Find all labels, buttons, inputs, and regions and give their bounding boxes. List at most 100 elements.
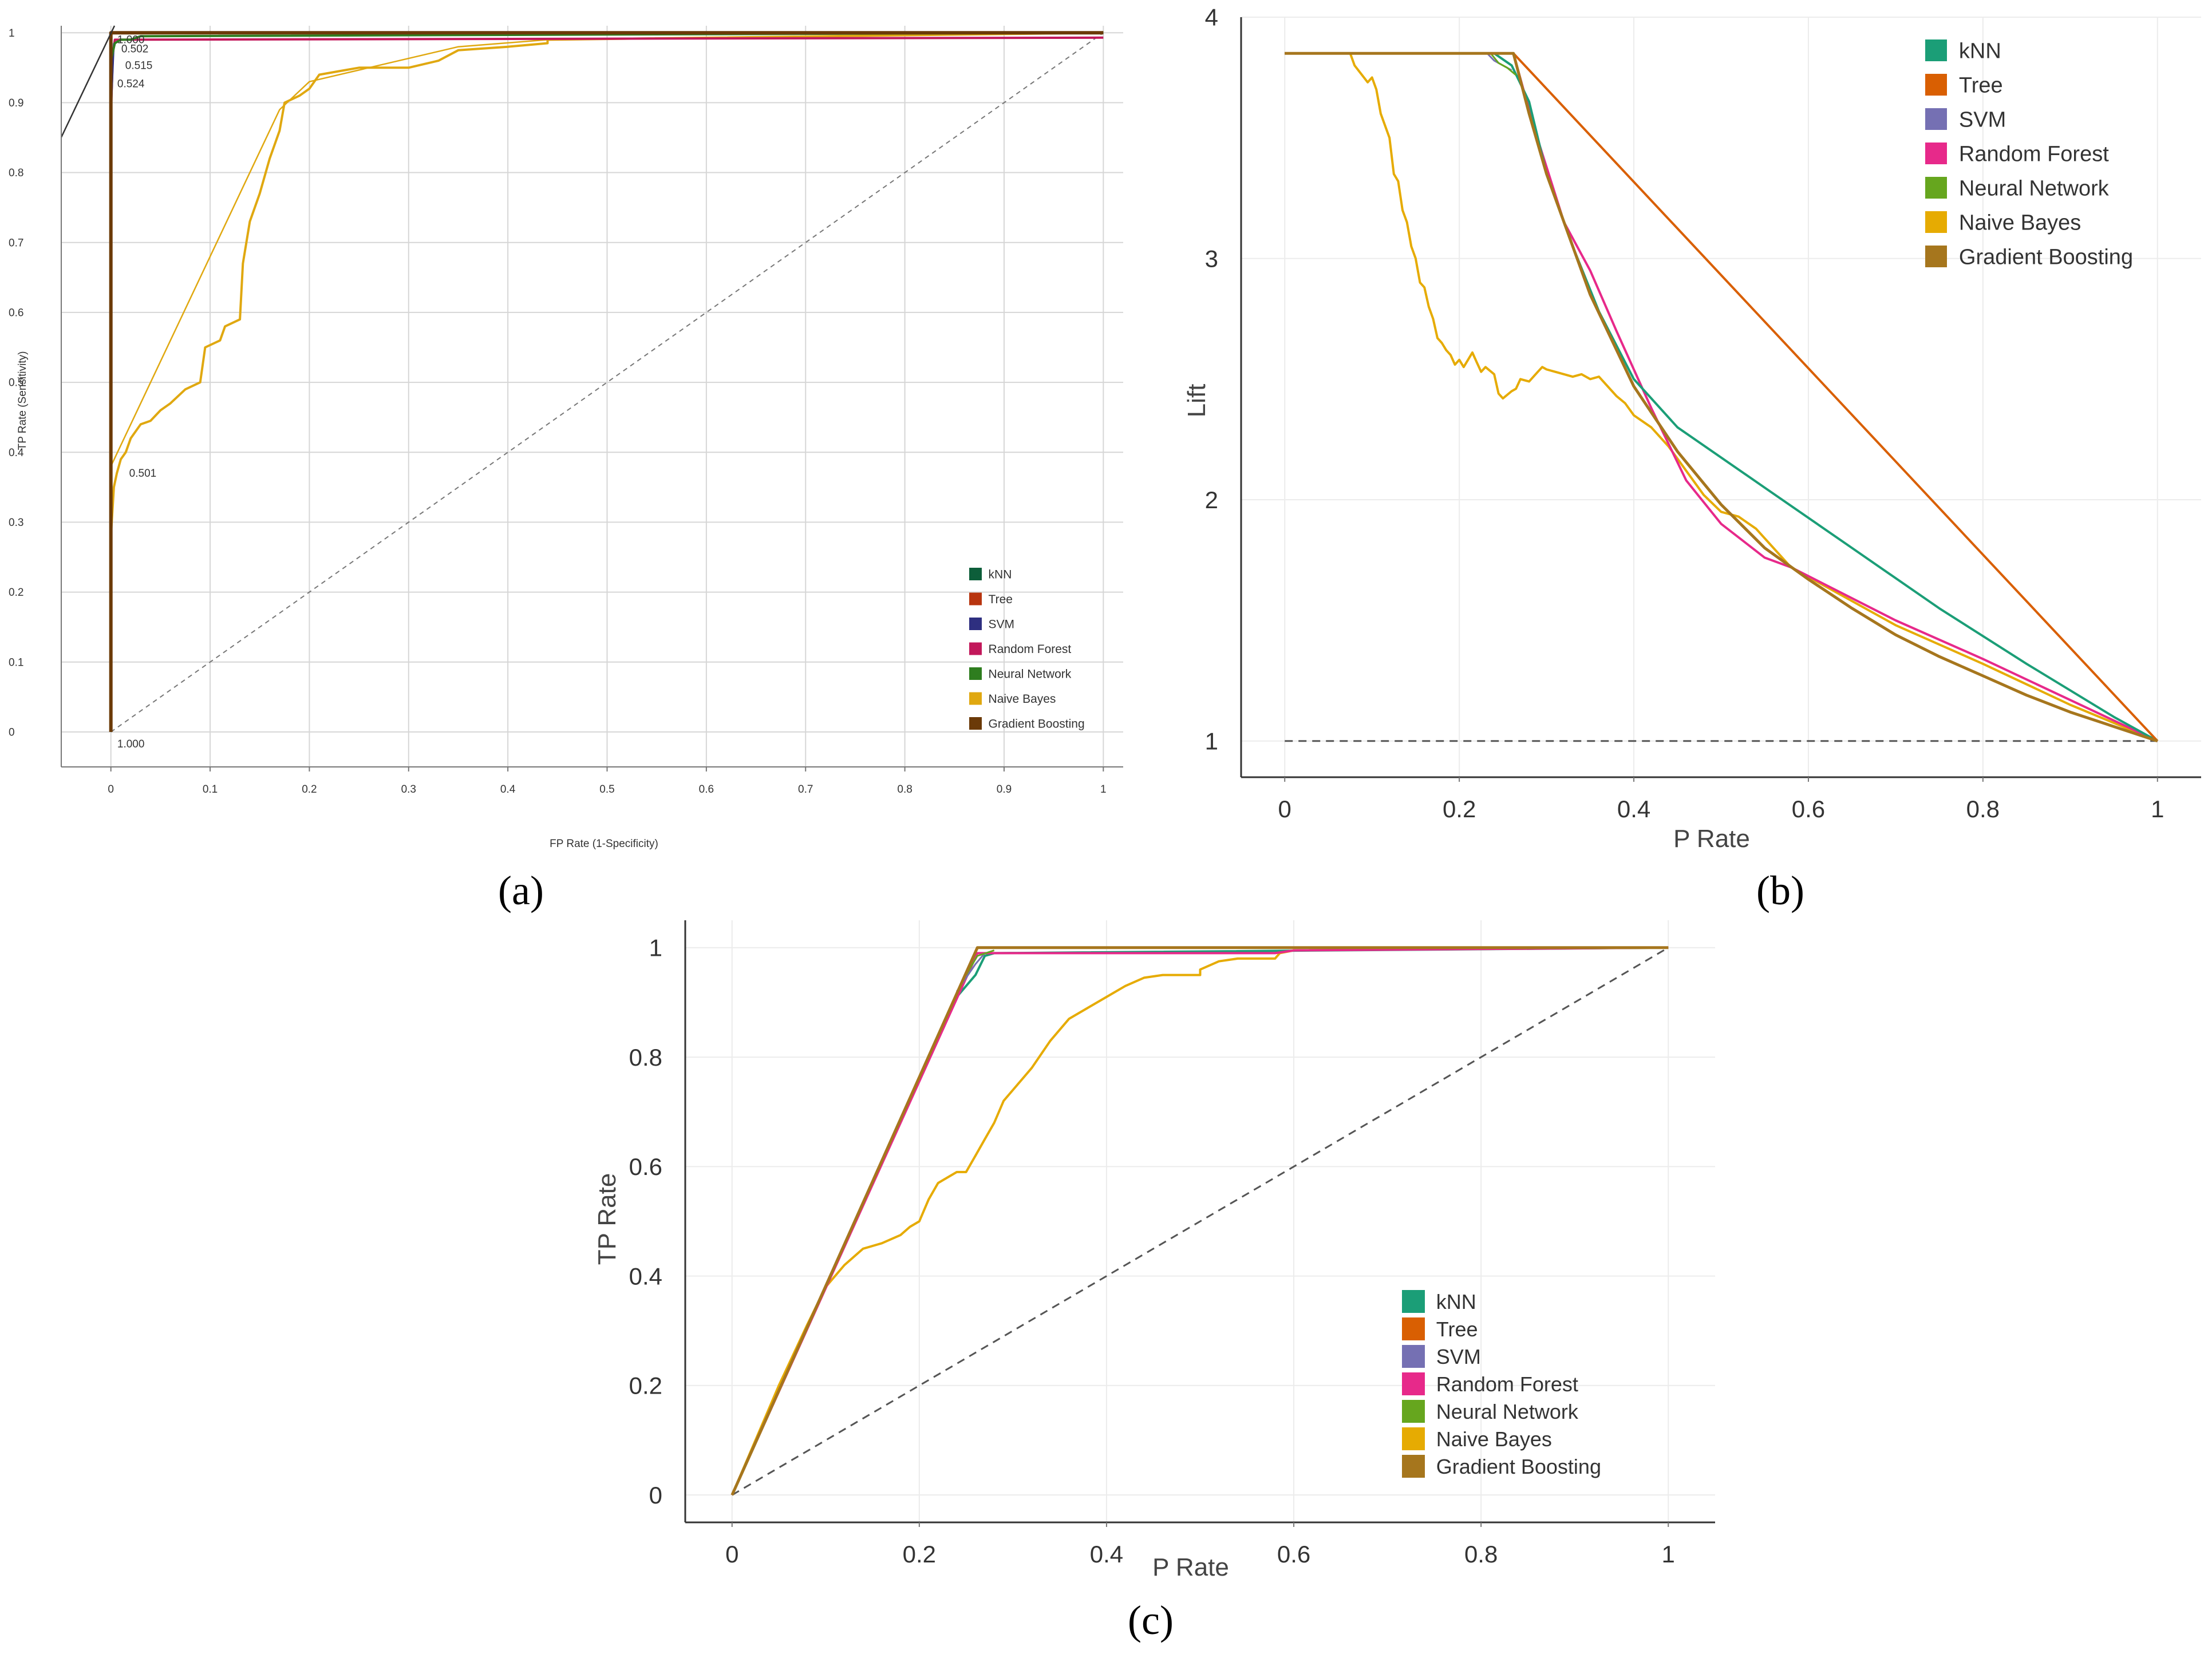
x-tick-label: 0.4 <box>1090 1541 1123 1568</box>
legend-swatch <box>969 568 982 580</box>
x-tick-label: 0.8 <box>897 784 912 796</box>
y-tick-label: 1 <box>649 935 662 961</box>
legend-swatch <box>1925 39 1947 61</box>
y-tick-label: 2 <box>1205 486 1218 513</box>
threshold-annotation: 0.515 <box>125 60 153 72</box>
panel-c-legend: kNN Tree SVM Random Forest Neural Network Nai… <box>1402 1290 1601 1478</box>
series-gradient-boosting <box>730 946 1669 1496</box>
legend-entry: Naive Bayes <box>1436 1427 1552 1451</box>
x-tick-label: 1 <box>1662 1541 1675 1568</box>
legend-swatch <box>1402 1427 1425 1450</box>
series-neural-network <box>1490 53 1517 76</box>
x-tick-label: 0 <box>108 784 114 796</box>
x-tick-label: 0 <box>1278 796 1291 822</box>
legend-swatch <box>969 618 982 630</box>
y-tick-label: 0.2 <box>9 587 23 599</box>
x-tick-label: 0.1 <box>203 784 218 796</box>
legend-swatch <box>1925 177 1947 199</box>
legend-entry: Neural Network <box>1959 177 2110 201</box>
panel-c-label: (c) <box>1128 1597 1174 1643</box>
legend-swatch <box>1402 1372 1425 1395</box>
y-tick-label: 0.7 <box>9 237 23 249</box>
x-tick-label: 0.6 <box>1792 796 1825 822</box>
y-tick-label: 3 <box>1205 245 1218 272</box>
x-tick-label: 0.9 <box>997 784 1012 796</box>
panel-b-ticks: 0 0.2 0.4 0.6 0.8 1 1 2 3 4 <box>1205 4 2164 822</box>
panel-b-y-label: Lift <box>1183 384 1211 418</box>
y-tick-label: 0.5 <box>9 377 23 389</box>
y-tick-label: 0 <box>9 727 15 739</box>
legend-swatch <box>969 642 982 655</box>
threshold-annotation: 1.000 <box>117 34 145 46</box>
panel-b-x-label: P Rate <box>1673 825 1750 853</box>
legend-swatch <box>1925 74 1947 96</box>
panel-c-series <box>730 946 1669 1496</box>
panel-b-lift-curve: 0 0.2 0.4 0.6 0.8 1 1 2 3 4 P Rate Lift kNN Tree SV… <box>1183 4 2201 913</box>
panel-c-y-label: TP Rate <box>593 1173 621 1265</box>
series-naive-bayes <box>109 31 1104 732</box>
series-random-forest <box>730 946 1669 1496</box>
x-tick-label: 0.3 <box>401 784 416 796</box>
x-tick-label: 1 <box>2151 796 2164 822</box>
x-tick-label: 0.2 <box>1443 796 1476 822</box>
legend-swatch <box>969 692 982 705</box>
series-neural-network <box>965 949 995 976</box>
panel-a-plot-area <box>61 26 1123 767</box>
x-tick-label: 0.4 <box>1617 796 1650 822</box>
legend-swatch <box>1925 143 1947 164</box>
iso-performance-line <box>60 25 116 138</box>
panel-b-legend: kNN Tree SVM Random Forest Neural Network Nai… <box>1925 39 2133 270</box>
legend-entry: Tree <box>1959 74 2003 98</box>
panel-c-diagonal <box>732 947 1669 1496</box>
series-naive-bayes <box>1285 52 2158 742</box>
legend-entry: Gradient Boosting <box>1959 246 2133 270</box>
legend-swatch <box>1925 246 1947 267</box>
legend-swatch <box>969 592 982 606</box>
legend-entry: Gradient Boosting <box>989 718 1085 731</box>
panel-a-ticks: 0 0.1 0.2 0.3 0.4 0.5 0.6 0.7 0.8 0.9 1 0 0.1 0.2 0.3 0… <box>9 27 1107 796</box>
y-tick-label: 4 <box>1205 4 1218 31</box>
x-tick-label: 0.8 <box>1966 796 2000 822</box>
panel-a-series <box>60 25 1104 732</box>
legend-entry: SVM <box>989 618 1015 631</box>
legend-entry: kNN <box>1959 39 2001 64</box>
legend-entry: kNN <box>989 568 1012 581</box>
legend-swatch <box>969 667 982 680</box>
x-tick-label: 0 <box>725 1541 738 1568</box>
panel-b-label: (b) <box>1756 868 1804 913</box>
legend-entry: SVM <box>1436 1345 1481 1368</box>
y-tick-label: 0.1 <box>9 656 23 668</box>
x-tick-label: 1 <box>1100 784 1107 796</box>
threshold-annotation: 0.502 <box>121 43 149 55</box>
y-tick-label: 0.4 <box>9 447 24 459</box>
panel-a-label: (a) <box>498 868 544 913</box>
legend-swatch <box>1925 211 1947 233</box>
y-tick-label: 0 <box>649 1482 662 1509</box>
x-tick-label: 0.6 <box>1277 1541 1310 1568</box>
threshold-annotation: 0.501 <box>129 468 157 480</box>
series-naive-bayes <box>730 946 1669 1495</box>
panel-a-legend: kNN Tree SVM Random Forest Neural Network Nai… <box>969 568 1085 731</box>
legend-entry: Neural Network <box>989 668 1072 681</box>
legend-swatch <box>1402 1317 1425 1340</box>
legend-swatch <box>1402 1345 1425 1368</box>
legend-entry: Naive Bayes <box>1959 211 2081 235</box>
threshold-annotation: 0.524 <box>117 78 145 90</box>
panel-a-roc-curve: 0 0.1 0.2 0.3 0.4 0.5 0.6 0.7 0.8 0.9 1 0 0.1 0.2 0.3 0… <box>9 25 1123 913</box>
x-tick-label: 0.2 <box>302 784 317 796</box>
legend-entry: SVM <box>1959 108 2006 132</box>
diagonal-reference <box>732 947 1669 1496</box>
panel-a-x-label: FP Rate (1-Specificity) <box>550 838 658 850</box>
y-tick-label: 0.8 <box>629 1044 662 1071</box>
legend-entry: Tree <box>989 593 1013 606</box>
series-knn <box>1285 52 2158 742</box>
panel-c-ticks: 0 0.2 0.4 0.6 0.8 1 0 0.2 0.4 0.6 0.8 1 <box>629 935 1675 1568</box>
panel-b-series <box>1285 52 2159 743</box>
panel-c-cumulative-gains: 0 0.2 0.4 0.6 0.8 1 0 0.2 0.4 0.6 0.8 1 P Rate TP R… <box>593 920 1715 1643</box>
legend-swatch <box>1402 1290 1425 1313</box>
panel-c-x-label: P Rate <box>1152 1553 1229 1581</box>
legend-entry: Tree <box>1436 1317 1478 1341</box>
y-tick-label: 0.2 <box>629 1372 662 1399</box>
x-tick-label: 0.2 <box>903 1541 936 1568</box>
